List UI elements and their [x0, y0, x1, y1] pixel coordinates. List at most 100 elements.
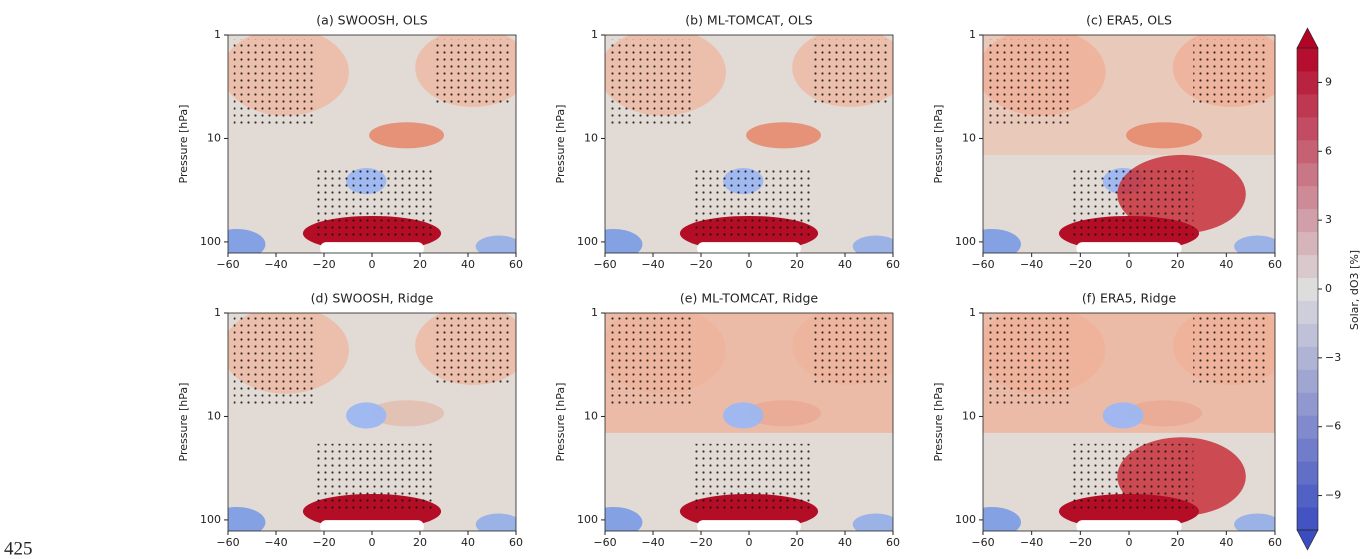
colorbar-tick-label: 9 [1325, 75, 1332, 88]
y-tick-label: 1 [969, 28, 976, 41]
contour-field [983, 313, 1275, 531]
x-tick-label: −60 [216, 536, 239, 549]
x-tick-label: 20 [1171, 258, 1185, 271]
stipple [1070, 443, 1194, 514]
x-tick-label: −40 [1020, 536, 1043, 549]
stipple [233, 317, 315, 405]
stipple [1193, 317, 1270, 383]
y-tick-label: 100 [955, 513, 976, 526]
x-tick-label: −60 [971, 536, 994, 549]
contour-fill [746, 122, 821, 149]
stipple [691, 443, 813, 514]
x-tick-label: 60 [1268, 536, 1282, 549]
panel-title: (a) SWOOSH, OLS [316, 13, 427, 28]
x-tick-label: −40 [641, 258, 664, 271]
y-tick-label: 100 [200, 513, 221, 526]
y-tick-label: 1 [969, 306, 976, 319]
x-tick-label: 20 [413, 536, 427, 549]
stipple [610, 317, 692, 405]
colorbar-band [1297, 254, 1318, 279]
x-tick-label: −40 [1020, 258, 1043, 271]
colorbar-band [1297, 369, 1318, 393]
contour-fill [605, 507, 643, 531]
x-tick-label: 20 [413, 258, 427, 271]
x-tick-label: 60 [509, 258, 523, 271]
x-tick-label: 0 [369, 536, 376, 549]
mask [320, 520, 424, 531]
colorbar-band [1297, 48, 1318, 72]
x-tick-label: −60 [593, 258, 616, 271]
stipple [314, 443, 436, 514]
colorbar-tick-label: −9 [1325, 489, 1341, 502]
contour-fill [1126, 400, 1203, 427]
colorbar-band [1297, 208, 1318, 233]
x-tick-label: 40 [461, 536, 475, 549]
y-tick-label: 10 [962, 409, 976, 422]
contour-fill [723, 402, 764, 429]
colorbar-tick-label: −6 [1325, 420, 1341, 433]
colorbar-band [1297, 438, 1318, 462]
y-tick-label: 1 [214, 306, 221, 319]
colorbar-band [1297, 116, 1318, 141]
panel-title: (f) ERA5, Ridge [1082, 291, 1177, 306]
contour-fill [475, 235, 516, 253]
y-tick-label: 10 [207, 409, 221, 422]
colorbar-extend [1296, 529, 1319, 551]
y-tick-label: 1 [214, 28, 221, 41]
contour-fill [746, 400, 821, 427]
x-tick-label: 40 [1219, 536, 1233, 549]
x-tick-label: 40 [838, 258, 852, 271]
x-tick-label: 0 [746, 536, 753, 549]
stipple [610, 39, 692, 127]
contour-fill [1234, 513, 1275, 531]
colorbar-band [1297, 185, 1318, 210]
colorbar-band [1297, 70, 1318, 95]
x-tick-label: 0 [746, 258, 753, 271]
mask [697, 520, 801, 531]
y-tick-label: 10 [584, 131, 598, 144]
x-tick-label: 0 [1126, 258, 1133, 271]
x-tick-label: 20 [1171, 536, 1185, 549]
colorbar-band [1297, 323, 1318, 347]
colorbar-band [1297, 346, 1318, 370]
mask [697, 242, 801, 253]
x-tick-label: −20 [312, 536, 335, 549]
y-axis-label: Pressure [hPa] [932, 105, 945, 184]
contour-field [983, 35, 1275, 253]
contour-fill [228, 229, 266, 253]
colorbar-band [1297, 461, 1318, 485]
x-tick-label: 20 [790, 536, 804, 549]
colorbar-tick-label: 0 [1325, 282, 1332, 295]
colorbar-label: Solar, dO3 [%] [1348, 250, 1361, 330]
y-tick-label: 10 [584, 409, 598, 422]
colorbar-band [1297, 93, 1318, 118]
colorbar-band [1297, 507, 1318, 531]
contour-fill [605, 229, 643, 253]
y-tick-label: 10 [962, 131, 976, 144]
contour-fill [228, 507, 266, 531]
colorbar-band [1297, 231, 1318, 256]
contour-fill [983, 507, 1021, 531]
x-tick-label: 60 [509, 536, 523, 549]
x-tick-label: −20 [689, 258, 712, 271]
stipple [988, 317, 1071, 405]
stipple [314, 165, 436, 236]
contour-fill [852, 513, 893, 531]
stipple [1070, 165, 1194, 236]
contour-field [605, 35, 893, 253]
x-tick-label: 0 [1126, 536, 1133, 549]
x-tick-label: 60 [886, 258, 900, 271]
panel-title: (d) SWOOSH, Ridge [311, 291, 434, 306]
colorbar-tick-label: 3 [1325, 213, 1332, 226]
colorbar-band [1297, 415, 1318, 439]
y-axis-label: Pressure [hPa] [932, 383, 945, 462]
y-tick-label: 1 [591, 28, 598, 41]
x-tick-label: −20 [689, 536, 712, 549]
stipple [691, 165, 813, 236]
x-tick-label: −40 [264, 258, 287, 271]
x-tick-label: −20 [1069, 536, 1092, 549]
colorbar-band [1297, 162, 1318, 187]
contour-fill [852, 235, 893, 253]
y-tick-label: 100 [955, 235, 976, 248]
